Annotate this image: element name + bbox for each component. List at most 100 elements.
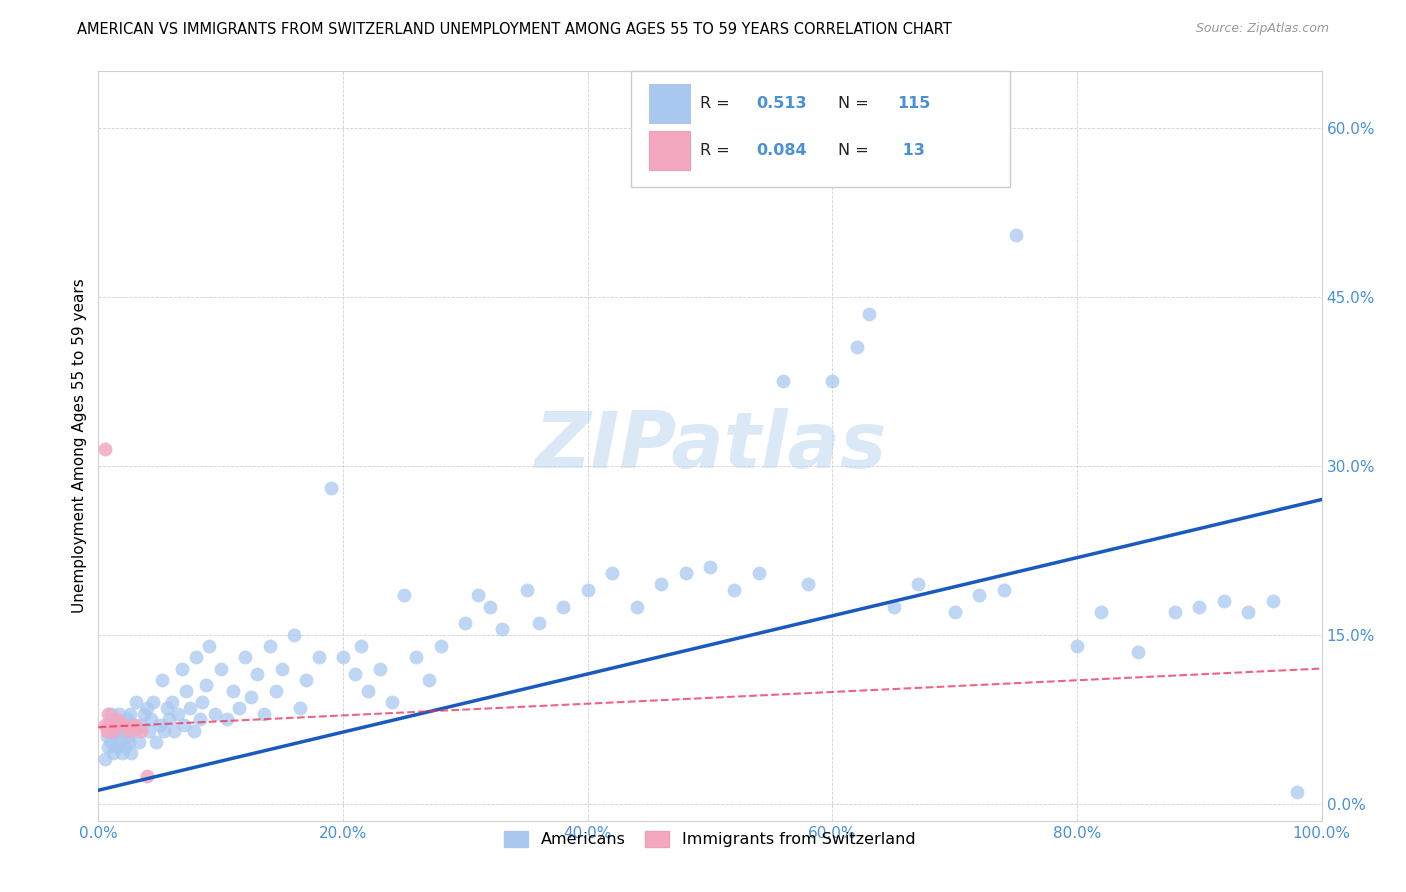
- Point: [191, 695, 214, 709]
- Point: [215, 712, 238, 726]
- Point: [240, 690, 263, 704]
- Point: [111, 718, 134, 732]
- Point: [883, 599, 905, 614]
- Point: [1188, 599, 1211, 614]
- Point: [270, 661, 294, 675]
- Point: [100, 718, 122, 732]
- Point: [699, 560, 721, 574]
- Point: [467, 588, 489, 602]
- Point: [100, 735, 122, 749]
- Point: [150, 673, 173, 687]
- Point: [93, 752, 115, 766]
- Point: [153, 723, 176, 738]
- Point: [252, 706, 274, 721]
- Point: [356, 684, 378, 698]
- FancyBboxPatch shape: [630, 71, 1010, 187]
- Point: [290, 701, 312, 715]
- Point: [118, 723, 141, 738]
- Point: [104, 729, 127, 743]
- Point: [107, 723, 129, 738]
- Point: [142, 695, 165, 709]
- Point: [748, 566, 770, 580]
- Point: [121, 718, 143, 732]
- Point: [405, 650, 427, 665]
- Point: [139, 712, 162, 726]
- Point: [117, 729, 139, 743]
- Point: [111, 746, 134, 760]
- Point: [173, 718, 195, 732]
- FancyBboxPatch shape: [648, 84, 690, 123]
- Point: [1066, 639, 1088, 653]
- Point: [114, 718, 136, 732]
- Point: [344, 667, 367, 681]
- Point: [179, 701, 201, 715]
- Point: [1237, 605, 1260, 619]
- Point: [308, 650, 330, 665]
- Point: [93, 718, 115, 732]
- Text: ZIPatlas: ZIPatlas: [534, 408, 886, 484]
- Point: [209, 661, 232, 675]
- Text: AMERICAN VS IMMIGRANTS FROM SWITZERLAND UNEMPLOYMENT AMONG AGES 55 TO 59 YEARS C: AMERICAN VS IMMIGRANTS FROM SWITZERLAND …: [77, 22, 952, 37]
- Point: [120, 746, 142, 760]
- Text: Source: ZipAtlas.com: Source: ZipAtlas.com: [1195, 22, 1329, 36]
- Point: [96, 723, 118, 738]
- Point: [1090, 605, 1112, 619]
- Y-axis label: Unemployment Among Ages 55 to 59 years: Unemployment Among Ages 55 to 59 years: [72, 278, 87, 614]
- Text: N =: N =: [838, 143, 875, 158]
- Point: [105, 712, 128, 726]
- Point: [167, 706, 190, 721]
- Point: [907, 577, 929, 591]
- Point: [136, 701, 159, 715]
- Point: [222, 684, 245, 698]
- Point: [149, 718, 172, 732]
- Point: [381, 695, 404, 709]
- Point: [246, 667, 269, 681]
- Point: [124, 718, 146, 732]
- Point: [259, 639, 281, 653]
- Point: [138, 723, 160, 738]
- Point: [1004, 227, 1026, 242]
- Point: [105, 712, 128, 726]
- Point: [967, 588, 990, 602]
- Point: [157, 712, 180, 726]
- Point: [454, 616, 477, 631]
- Point: [943, 605, 966, 619]
- Point: [821, 374, 844, 388]
- Point: [626, 599, 648, 614]
- Point: [1286, 785, 1309, 799]
- Point: [188, 712, 211, 726]
- Point: [430, 639, 453, 653]
- Point: [98, 718, 121, 732]
- Text: N =: N =: [838, 96, 875, 112]
- Point: [160, 695, 183, 709]
- Point: [418, 673, 440, 687]
- Point: [110, 718, 132, 732]
- Point: [576, 582, 599, 597]
- Text: R =: R =: [700, 96, 735, 112]
- Point: [845, 340, 868, 354]
- Point: [176, 684, 198, 698]
- Point: [163, 723, 186, 738]
- Point: [156, 701, 179, 715]
- Text: 0.513: 0.513: [756, 96, 807, 112]
- Point: [170, 661, 193, 675]
- Point: [491, 622, 513, 636]
- Point: [108, 706, 131, 721]
- Point: [1164, 605, 1187, 619]
- Point: [96, 729, 118, 743]
- Point: [195, 678, 218, 692]
- Point: [1128, 645, 1150, 659]
- Point: [332, 650, 354, 665]
- Point: [124, 723, 146, 738]
- Point: [264, 684, 287, 698]
- Point: [110, 735, 132, 749]
- Point: [145, 735, 167, 749]
- Point: [97, 706, 120, 721]
- Point: [114, 740, 136, 755]
- Point: [600, 566, 623, 580]
- Point: [128, 735, 150, 749]
- Text: 0.084: 0.084: [756, 143, 807, 158]
- Point: [553, 599, 575, 614]
- Point: [129, 718, 152, 732]
- FancyBboxPatch shape: [648, 130, 690, 169]
